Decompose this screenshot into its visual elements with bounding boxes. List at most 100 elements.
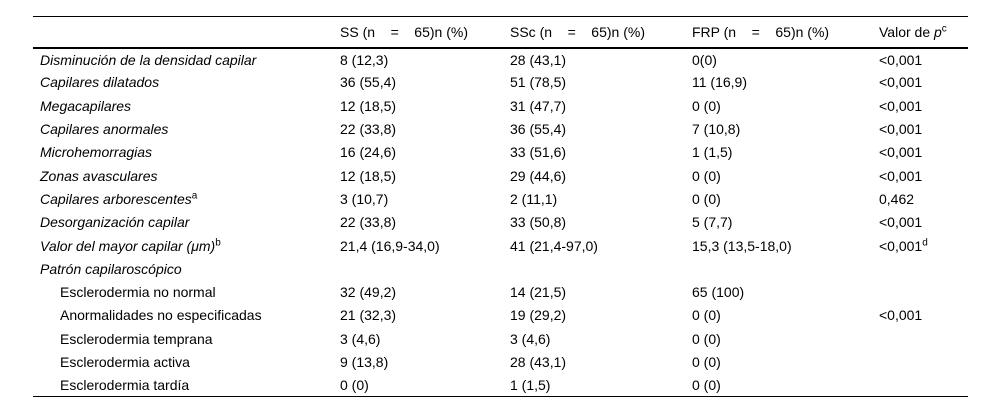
value-cell: 3 (4,6) [340,330,381,347]
table-row: Desorganización capilar 22 (33,8) 33 (50,8… [33,211,968,234]
value-cell: 0 (0) [692,330,721,347]
row-label-text: Anormalidades no especificadas [60,307,262,324]
row-label-text: Esclerodermia temprana [60,330,213,347]
value-cell [338,257,508,280]
value-cell: 21 (32,3) [340,307,397,324]
pvalue-cell: <0,001 [879,144,923,161]
value-cell: 33 (50,8) [510,214,567,231]
row-label: Patrón capilaroscópico [33,257,338,280]
table-row: Anormalidades no especificadas 21 (32,3) 1… [33,304,968,327]
row-label: Zonas avasculares [33,164,338,187]
value-cell: 19 (29,2) [510,307,567,324]
pvalue-header-prefix: Valor de [879,23,934,40]
row-label: Desorganización capilar [33,211,338,234]
row-label: Microhemorragias [33,141,338,164]
pvalue-cell: <0,001 [879,97,923,114]
pvalue-cell: <0,001 [879,214,923,231]
value-cell: 7 (10,8) [692,121,741,138]
pvalue-cell [877,327,968,350]
value-cell: 15,3 (13,5-18,0) [692,237,792,254]
table-row: Capilares dilatados 36 (55,4) 51 (78,5) 11 … [33,71,968,94]
value-cell: 0 (0) [340,377,369,394]
row-label-text: Valor del mayor capilar (μm) [40,237,216,254]
value-cell: 3 (10,7) [340,190,389,207]
value-cell: 0 (0) [692,307,721,324]
value-cell: 0(0) [692,51,717,68]
value-cell: 28 (43,1) [510,354,567,370]
value-cell: 5 (7,7) [692,214,733,231]
table-row: Capilares arborescentesa 3 (10,7) 2 (11,1)… [33,187,968,210]
header-col-frp: FRP (n = 65)n (%) [690,16,877,49]
value-cell: 0 (0) [692,97,721,114]
row-label: Esclerodermia tardía [33,374,338,397]
table-row: Capilares anormales 22 (33,8) 36 (55,4) 7 (… [33,117,968,140]
value-cell: 36 (55,4) [340,74,397,91]
value-cell: 1 (1,5) [692,144,733,161]
row-label-superscript: b [215,236,221,248]
row-label-text: Patrón capilaroscópico [40,260,182,277]
pvalue-header-p-symbol: p [934,23,942,40]
pvalue-cell [877,350,968,373]
row-label: Anormalidades no especificadas [33,304,338,327]
header-col-ss: SS (n = 65)n (%) [338,16,508,49]
value-cell: 36 (55,4) [510,121,567,138]
row-label-text: Capilares dilatados [40,74,160,91]
value-cell: 9 (13,8) [340,354,389,370]
value-cell: 0 (0) [692,354,721,370]
value-cell: 11 (16,9) [692,74,747,91]
value-cell: 22 (33,8) [340,214,397,231]
pvalue-cell [877,257,968,280]
header-row: SS (n = 65)n (%) SSc (n = 65)n (%) FRP (… [33,16,968,49]
table-row: Esclerodermia tardía 0 (0) 1 (1,5) 0 (0) [33,374,968,397]
capillaroscopy-findings-table: SS (n = 65)n (%) SSc (n = 65)n (%) FRP (… [33,16,968,398]
value-cell: 65 (100) [692,284,745,301]
row-label: Disminución de la densidad capilar [33,48,338,71]
pvalue-cell [877,374,968,397]
value-cell: 3 (4,6) [510,330,551,347]
table-row: Esclerodermia activa 9 (13,8) 28 (43,1) 0 (… [33,350,968,373]
value-cell: 28 (43,1) [510,51,567,68]
pvalue-cell [877,280,968,303]
table-row: Zonas avasculares 12 (18,5) 29 (44,6) 0 (0)… [33,164,968,187]
row-label: Esclerodermia temprana [33,327,338,350]
row-label-text: Capilares arborescentes [40,190,192,207]
row-label-text: Disminución de la densidad capilar [40,51,257,68]
value-cell: 41 (21,4-97,0) [510,237,598,254]
row-label: Valor del mayor capilar (μm)b [33,234,338,257]
pvalue-cell: <0,001 [879,74,923,91]
table-row: Disminución de la densidad capilar 8 (12,… [33,48,968,71]
pvalue-cell: <0,001 [879,167,923,184]
value-cell: 0 (0) [692,190,721,207]
pvalue-cell: <0,001 [879,307,923,324]
value-cell: 2 (11,1) [510,190,558,207]
row-label-superscript: a [191,190,198,202]
table-row: Esclerodermia temprana 3 (4,6) 3 (4,6) 0 (0… [33,327,968,350]
value-cell: 51 (78,5) [510,74,567,91]
row-label-text: Zonas avasculares [40,167,158,184]
row-label-text: Desorganización capilar [40,214,190,231]
value-cell: 31 (47,7) [510,97,567,114]
table-row: Esclerodermia no normal 32 (49,2) 14 (21,5… [33,280,968,303]
pvalue-cell: <0,001 [879,51,923,68]
table-row: Microhemorragias 16 (24,6) 33 (51,6) 1 (1,5… [33,141,968,164]
header-col-ssc: SSc (n = 65)n (%) [508,16,690,49]
value-cell [690,257,877,280]
value-cell: 0 (0) [692,167,721,184]
row-label: Capilares dilatados [33,71,338,94]
row-label: Esclerodermia no normal [33,280,338,303]
pvalue-cell: 0,462 [879,190,915,207]
row-label: Capilares anormales [33,117,338,140]
row-label: Megacapilares [33,94,338,117]
row-label-text: Esclerodermia activa [60,354,190,370]
header-col-pvalue: Valor de pc [877,16,968,49]
pvalue-superscript: d [922,236,928,248]
table-row: Megacapilares 12 (18,5) 31 (47,7) 0 (0) <0,0… [33,94,968,117]
row-label: Capilares arborescentesa [33,187,338,210]
row-label-text: Microhemorragias [40,144,153,161]
pvalue-cell: <0,001 [879,121,923,138]
row-label-text: Esclerodermia tardía [60,377,190,394]
row-label-text: Capilares anormales [40,121,169,138]
value-cell: 1 (1,5) [510,377,551,394]
header-rowlabel-blank [33,16,338,49]
